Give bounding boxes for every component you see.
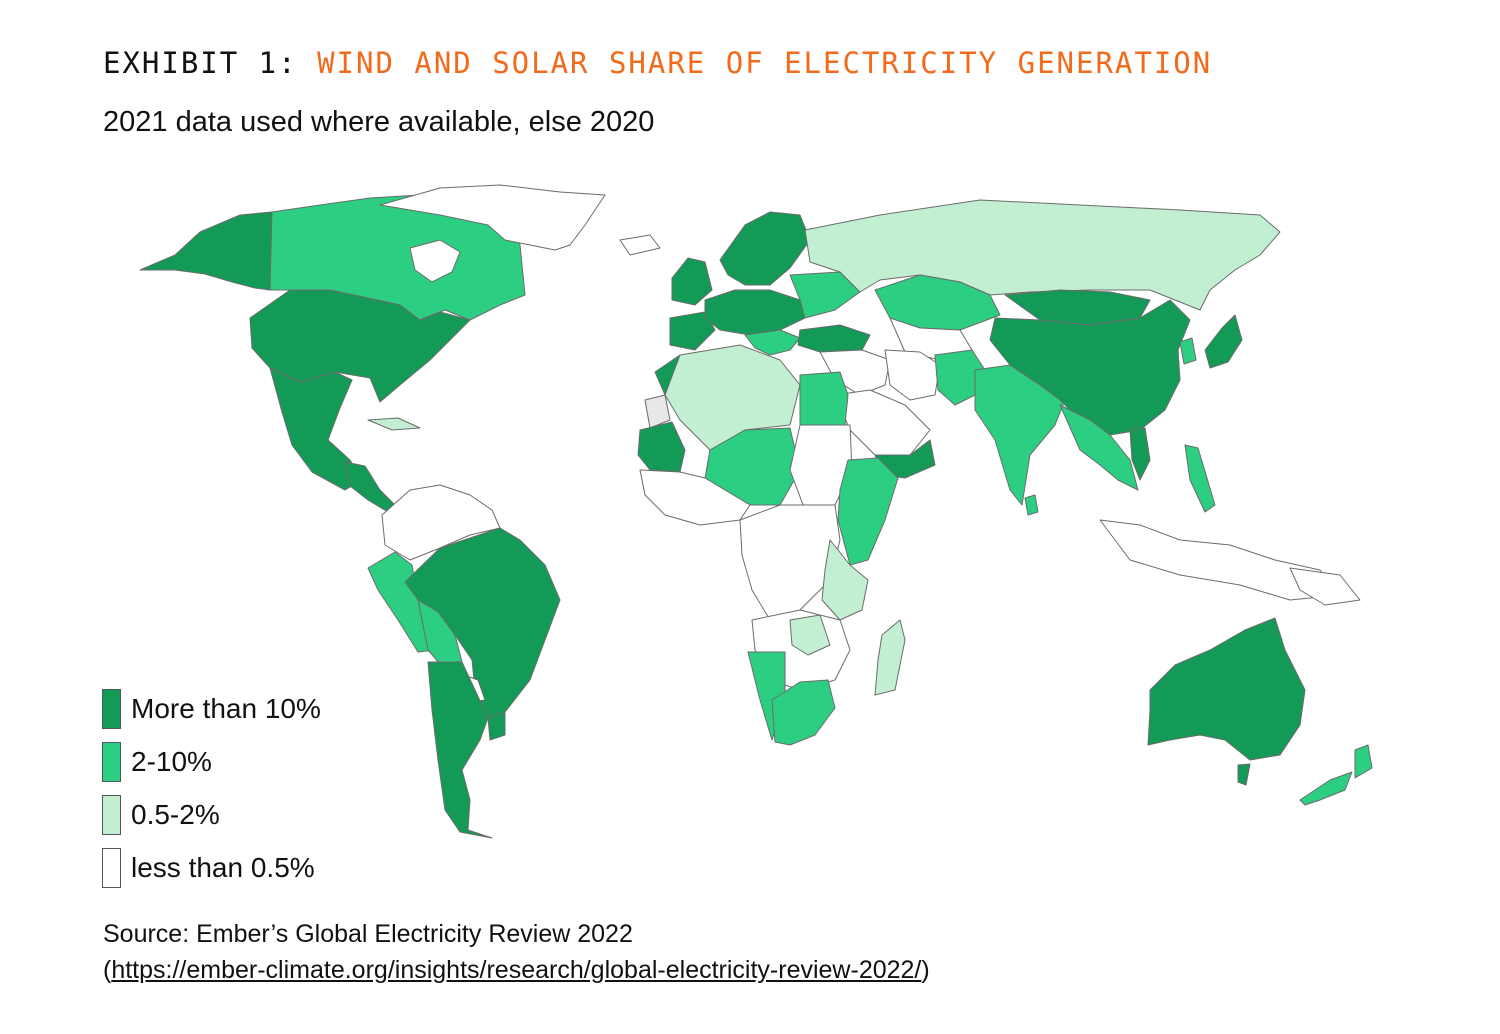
region-uk-ireland — [671, 257, 713, 306]
region-iberia — [669, 311, 716, 351]
region-madagascar — [874, 619, 906, 696]
close-paren: ) — [921, 956, 930, 984]
region-australia — [1147, 617, 1306, 761]
chart-title: WIND AND SOLAR SHARE OF ELECTRICITY GENE… — [317, 46, 1213, 80]
legend-item-more-than-10: More than 10% — [102, 688, 321, 730]
region-west-central-europe — [704, 289, 806, 336]
region-uruguay — [487, 711, 506, 741]
source-link-line: (https://ember-climate.org/insights/rese… — [103, 952, 930, 988]
legend-item-2-10: 2-10% — [102, 741, 212, 783]
region-new-zealand-north — [1354, 744, 1373, 779]
legend-label: More than 10% — [131, 693, 321, 724]
region-turkey — [797, 324, 871, 353]
legend-item-less-than-0-5: less than 0.5% — [102, 847, 315, 889]
legend-label: less than 0.5% — [131, 852, 315, 883]
region-papua-new-guinea — [1289, 567, 1361, 606]
legend-swatch — [102, 742, 121, 782]
source-text: Source: Ember’s Global Electricity Revie… — [103, 920, 633, 948]
region-philippines — [1184, 444, 1216, 513]
region-china — [989, 299, 1191, 436]
region-saudi-arabia — [834, 389, 931, 456]
region-balkans-italy — [744, 329, 801, 356]
region-new-zealand-south — [1299, 771, 1353, 806]
region-south-africa — [771, 679, 836, 746]
region-alaska — [139, 211, 273, 291]
region-japan — [1204, 314, 1243, 369]
region-iceland — [619, 234, 661, 256]
legend-label: 0.5-2% — [131, 799, 220, 830]
legend-swatch — [102, 795, 121, 835]
region-mauritania — [637, 421, 686, 473]
region-egypt — [799, 371, 849, 426]
source-note: Source: Ember’s Global Electricity Revie… — [103, 916, 930, 988]
region-iran — [884, 349, 941, 401]
region-mexico — [269, 367, 363, 491]
region-west-africa — [639, 469, 751, 526]
exhibit-prefix: EXHIBIT 1: — [103, 46, 318, 80]
legend-swatch — [102, 689, 121, 729]
legend-swatch — [102, 848, 121, 888]
chart-subtitle: 2021 data used where available, else 202… — [103, 106, 655, 138]
region-zambia-zimbabwe — [789, 614, 831, 656]
region-indochina — [1059, 404, 1139, 491]
exhibit-heading: EXHIBIT 1: WIND AND SOLAR SHARE OF ELECT… — [103, 46, 1212, 80]
source-link[interactable]: https://ember-climate.org/insights/resea… — [111, 956, 922, 984]
region-scandinavia — [719, 211, 811, 286]
region-tasmania — [1237, 763, 1251, 786]
region-greenland — [379, 184, 606, 251]
legend-label: 2-10% — [131, 746, 212, 777]
region-russia — [804, 199, 1281, 311]
region-algeria-libya — [664, 344, 801, 451]
region-vietnam — [1129, 427, 1151, 481]
region-east-africa — [821, 539, 869, 621]
region-hudson-bay — [409, 239, 461, 283]
region-horn-of-africa — [837, 457, 899, 566]
region-central-america — [344, 461, 399, 513]
region-korea — [1179, 337, 1197, 365]
region-cuba — [367, 417, 421, 431]
open-paren: ( — [103, 956, 112, 984]
region-western-sahara — [644, 394, 671, 429]
region-sri-lanka — [1024, 494, 1039, 516]
legend-item-0-5-2: 0.5-2% — [102, 794, 220, 836]
region-central-africa — [739, 504, 841, 621]
